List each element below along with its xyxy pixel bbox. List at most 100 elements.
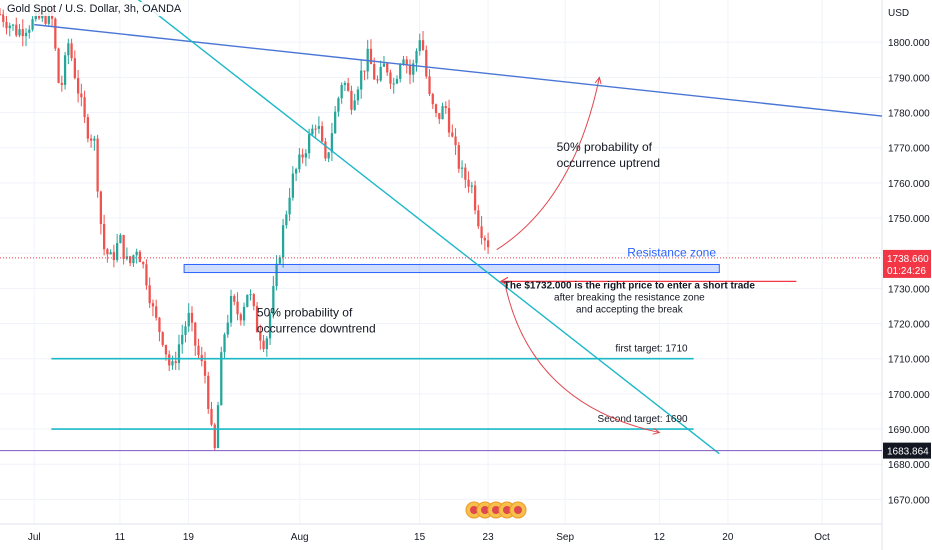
candle-body	[151, 303, 155, 307]
candle-body	[376, 79, 379, 81]
uptrend-annotation-line-2: occurrence uptrend	[557, 156, 660, 170]
candle-body	[129, 256, 132, 264]
candle-body	[174, 361, 177, 363]
candle-body	[223, 334, 226, 353]
candle-body	[207, 375, 210, 409]
descending-resistance-line[interactable]	[34, 23, 883, 117]
candle-body	[460, 167, 464, 169]
candle-body	[441, 106, 444, 120]
candle-body	[161, 332, 164, 345]
candle-body	[47, 8, 50, 24]
candle-body	[60, 82, 63, 85]
y-tick-label: 1670.000	[888, 495, 930, 506]
bar-countdown-label: 01:24:26	[887, 266, 926, 277]
candle-body	[106, 249, 109, 255]
candle-body	[116, 243, 119, 260]
candle-body	[389, 72, 392, 84]
x-tick-label: 11	[115, 532, 126, 543]
candle-body	[5, 21, 8, 29]
candle-body	[281, 225, 285, 258]
candle-body	[294, 169, 298, 174]
candle-body	[164, 344, 168, 355]
candle-body	[93, 138, 96, 141]
candle-body	[304, 153, 308, 158]
candle-body	[89, 138, 93, 141]
candle-body	[483, 238, 486, 241]
downtrend-annotation-line-1: 50% probability of	[257, 306, 353, 320]
candle-body	[438, 113, 441, 120]
economic-event-flag-icon	[481, 506, 489, 514]
economic-event-flag-icon	[470, 506, 478, 514]
y-tick-label: 1800.000	[888, 38, 930, 49]
candle-body	[386, 63, 389, 73]
candle-body	[373, 64, 376, 80]
candle-body	[18, 29, 21, 36]
candle-body	[210, 408, 213, 425]
candle-body	[203, 361, 207, 376]
downtrend-arrow[interactable]	[504, 284, 660, 434]
resistance-zone-label: Resistance zone	[627, 245, 716, 259]
candle-body	[464, 167, 467, 180]
candle-body	[0, 14, 2, 16]
candle-body	[418, 40, 421, 51]
candle-body	[181, 334, 184, 345]
candle-body	[405, 59, 408, 65]
x-tick-label: Jul	[28, 532, 41, 543]
y-tick-label: 1780.000	[888, 109, 930, 120]
candle-body	[11, 24, 15, 26]
candle-body	[236, 301, 239, 315]
reference-price-badge	[883, 442, 931, 459]
candle-body	[249, 294, 252, 296]
candle-body	[220, 352, 223, 406]
candle-body	[307, 134, 311, 154]
x-tick-label: Oct	[814, 532, 830, 543]
candle-body	[412, 63, 415, 75]
candle-body	[44, 12, 47, 24]
steep-trendline-line[interactable]	[103, 0, 720, 455]
y-tick-label: 1760.000	[888, 179, 930, 190]
candle-body	[340, 84, 343, 99]
candle-body	[142, 262, 145, 265]
candle-body	[63, 55, 67, 85]
short-trade-annotation-line-2: after breaking the resistance zone	[554, 292, 705, 303]
candle-body	[226, 322, 229, 335]
candle-body	[138, 251, 142, 263]
candle-body	[473, 185, 477, 211]
resistance-zone[interactable]	[183, 263, 720, 274]
candle-body	[324, 141, 327, 159]
candle-body	[379, 66, 382, 81]
candle-body	[334, 111, 337, 134]
candle-body	[275, 263, 278, 287]
candle-body	[467, 179, 470, 187]
uptrend-arrow[interactable]	[496, 77, 600, 251]
candle-body	[415, 50, 418, 64]
candle-body	[314, 128, 317, 130]
candle-body	[216, 405, 220, 449]
candle-body	[119, 235, 122, 244]
y-tick-label: 1750.000	[888, 214, 930, 225]
candle-body	[213, 424, 216, 449]
candle-body	[122, 235, 125, 259]
candle-body	[73, 58, 76, 79]
candle-body	[402, 59, 405, 65]
target-label-1: first target: 1710	[615, 344, 688, 355]
x-tick-label: 15	[414, 532, 426, 543]
candle-body	[480, 226, 483, 239]
candle-body	[265, 338, 268, 350]
x-tick-label: Sep	[556, 532, 574, 543]
candle-body	[148, 285, 151, 304]
candle-body	[246, 294, 249, 307]
candle-body	[454, 136, 457, 146]
candle-body	[239, 314, 242, 321]
candle-body	[486, 240, 490, 248]
candle-body	[272, 286, 275, 315]
reference-price-label: 1683.864	[887, 447, 929, 458]
candle-body	[171, 361, 174, 366]
economic-event-flag-icon	[503, 506, 511, 514]
x-tick-label: 19	[183, 532, 195, 543]
x-tick-label: 20	[722, 532, 734, 543]
short-trade-annotation-line-1: The $1732.000 is the right price to ente…	[504, 280, 756, 291]
downtrend-arrow-head	[652, 427, 661, 435]
candle-body	[135, 251, 138, 256]
